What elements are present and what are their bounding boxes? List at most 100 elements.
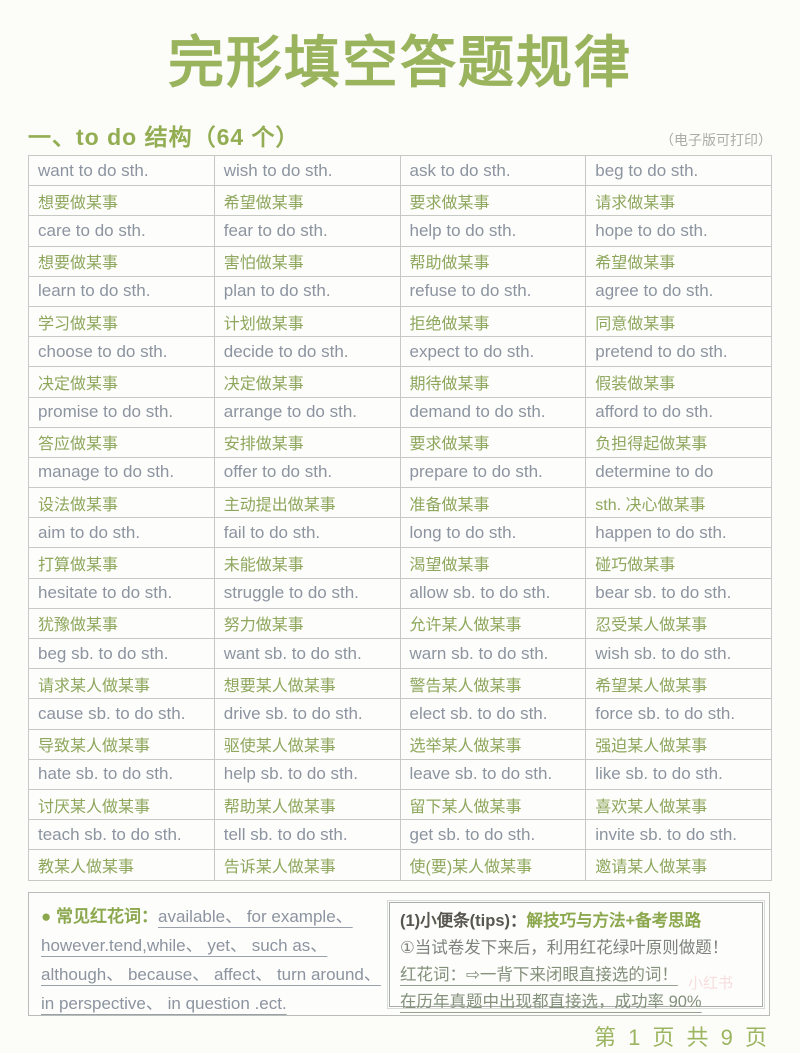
table-row-en: hate sb. to do sth. help sb. to do sth. le… [28, 758, 772, 790]
tips-line-3: 在历年真题中出现都直接选，成功率 90% [400, 993, 702, 1011]
table-cell-cn: 教某人做某事 [28, 849, 215, 881]
table-cell-en: wish to do sth. [213, 154, 401, 187]
table-cell-cn: 导致某人做某事 [28, 728, 215, 760]
table-cell-en: teach sb. to do sth. [28, 819, 215, 851]
table-cell-cn: 请求做某事 [585, 185, 772, 217]
table-cell-en: determine to do [585, 456, 772, 489]
table-cell-cn: 邀请某人做某事 [585, 849, 772, 881]
table-cell-cn: 努力做某事 [213, 607, 401, 640]
table-cell-en: struggle to do sth. [213, 577, 401, 609]
table-cell-en: aim to do sth. [28, 517, 215, 549]
table-cell-en: afford to do sth. [585, 396, 772, 428]
table-cell-cn: 计划做某事 [213, 305, 401, 338]
table-cell-cn: 学习做某事 [28, 305, 215, 338]
table-cell-cn: 要求做某事 [399, 426, 587, 458]
table-cell-cn: 犹豫做某事 [28, 607, 215, 640]
table-cell-en: manage to do sth. [28, 456, 215, 489]
table-cell-cn: 告诉某人做某事 [213, 849, 401, 881]
table-row-en: learn to do sth. plan to do sth. refuse to… [28, 275, 772, 307]
table-cell-en: pretend to do sth. [585, 336, 772, 368]
section-heading: 一、to do 结构（64 个） [28, 124, 300, 150]
table-cell-en: help to do sth. [399, 215, 587, 247]
page-indicator: 第 1 页 共 9 页 [593, 1025, 770, 1050]
notes-box: ● 常见红花词：available、 for example、 however.… [28, 892, 770, 1016]
tips-line-1: ①当试卷发下来后，利用红花绿叶原则做题！ [400, 939, 729, 957]
table-row-en: promise to do sth. arrange to do sth. dema… [28, 396, 772, 428]
table-cell-en: invite sb. to do sth. [585, 819, 772, 851]
table-cell-cn: 打算做某事 [28, 547, 215, 579]
tips-heading: (1)小便条(tips)：解技巧与方法+备考思路 [400, 908, 752, 935]
phrase-table-body: want to do sth. wish to do sth. ask to do … [28, 154, 772, 881]
table-cell-cn: 要求做某事 [399, 185, 587, 217]
table-cell-en: ask to do sth. [399, 154, 587, 187]
table-row-en: aim to do sth. fail to do sth. long to do … [28, 517, 772, 549]
table-cell-cn: 使(要)某人做某事 [399, 849, 587, 881]
page-title: 完形填空答题规律 [168, 31, 632, 94]
print-note: （电子版可打印） [660, 132, 772, 148]
table-row-en: care to do sth. fear to do sth. help to do… [28, 215, 772, 247]
phrase-table: want to do sth. wish to do sth. ask to do … [28, 154, 772, 881]
table-cell-cn: 喜欢某人做某事 [585, 788, 772, 821]
table-row-cn: 请求某人做某事 想要某人做某事 警告某人做某事 希望某人做某事 [28, 668, 772, 700]
table-row-cn: 决定做某事 决定做某事 期待做某事 假装做某事 [28, 366, 772, 398]
table-cell-cn: 拒绝做某事 [399, 305, 587, 338]
table-cell-cn: sth. 决心做某事 [585, 487, 772, 519]
table-cell-cn: 帮助某人做某事 [213, 788, 401, 821]
table-cell-cn: 希望某人做某事 [585, 668, 772, 700]
table-cell-cn: 害怕做某事 [213, 245, 401, 277]
table-row-en: cause sb. to do sth. drive sb. to do sth.… [28, 698, 772, 730]
table-cell-en: wish sb. to do sth. [585, 637, 772, 670]
table-cell-cn: 想要做某事 [28, 185, 215, 217]
table-cell-cn: 强迫某人做某事 [585, 728, 772, 760]
table-cell-en: demand to do sth. [399, 396, 587, 428]
table-row-en: hesitate to do sth. struggle to do sth. al… [28, 577, 772, 609]
table-row-cn: 导致某人做某事 驱使某人做某事 选举某人做某事 强迫某人做某事 [28, 728, 772, 760]
table-cell-cn: 渴望做某事 [399, 547, 587, 579]
table-cell-en: allow sb. to do sth. [399, 577, 587, 609]
table-cell-cn: 驱使某人做某事 [213, 728, 401, 760]
table-cell-cn: 假装做某事 [585, 366, 772, 398]
table-cell-cn: 碰巧做某事 [585, 547, 772, 579]
table-cell-en: get sb. to do sth. [399, 819, 587, 851]
table-cell-en: promise to do sth. [28, 396, 215, 428]
table-cell-cn: 希望做某事 [585, 245, 772, 277]
table-cell-en: fear to do sth. [213, 215, 401, 247]
table-cell-cn: 选举某人做某事 [399, 728, 587, 760]
table-cell-en: want to do sth. [28, 154, 215, 187]
table-cell-cn: 未能做某事 [213, 547, 401, 579]
table-cell-cn: 主动提出做某事 [213, 487, 401, 519]
table-row-en: beg sb. to do sth. want sb. to do sth. war… [28, 637, 772, 670]
tips-heading-prefix: (1)小便条(tips)： [400, 912, 527, 930]
table-cell-cn: 希望做某事 [213, 185, 401, 217]
table-cell-en: leave sb. to do sth. [399, 758, 587, 790]
table-cell-en: tell sb. to do sth. [213, 819, 401, 851]
table-cell-en: warn sb. to do sth. [399, 637, 587, 670]
table-row-cn: 犹豫做某事 努力做某事 允许某人做某事 忍受某人做某事 [28, 607, 772, 640]
table-cell-en: agree to do sth. [585, 275, 772, 307]
table-row-cn: 讨厌某人做某事 帮助某人做某事 留下某人做某事 喜欢某人做某事 [28, 788, 772, 821]
table-cell-cn: 安排做某事 [213, 426, 401, 458]
table-cell-cn: 同意做某事 [585, 305, 772, 338]
table-row-cn: 打算做某事 未能做某事 渴望做某事 碰巧做某事 [28, 547, 772, 579]
table-cell-en: care to do sth. [28, 215, 215, 247]
table-cell-en: drive sb. to do sth. [213, 698, 401, 730]
table-cell-en: plan to do sth. [213, 275, 401, 307]
table-cell-cn: 想要做某事 [28, 245, 215, 277]
table-cell-en: elect sb. to do sth. [399, 698, 587, 730]
table-cell-en: expect to do sth. [399, 336, 587, 368]
table-row-en: choose to do sth. decide to do sth. expect… [28, 336, 772, 368]
table-cell-cn: 负担得起做某事 [585, 426, 772, 458]
table-cell-cn: 帮助做某事 [399, 245, 587, 277]
table-cell-en: force sb. to do sth. [585, 698, 772, 730]
section-header: 一、to do 结构（64 个） （电子版可打印） [28, 118, 772, 152]
table-cell-cn: 允许某人做某事 [399, 607, 587, 640]
red-flower-words: available、 for example、 however.tend,whi… [41, 907, 381, 1013]
table-cell-en: cause sb. to do sth. [28, 698, 215, 730]
table-cell-en: beg sb. to do sth. [28, 637, 215, 670]
table-cell-en: hesitate to do sth. [28, 577, 215, 609]
table-row-cn: 想要做某事 害怕做某事 帮助做某事 希望做某事 [28, 245, 772, 277]
table-cell-cn: 留下某人做某事 [399, 788, 587, 821]
table-row-cn: 答应做某事 安排做某事 要求做某事 负担得起做某事 [28, 426, 772, 458]
table-cell-cn: 讨厌某人做某事 [28, 788, 215, 821]
table-cell-cn: 准备做某事 [399, 487, 587, 519]
